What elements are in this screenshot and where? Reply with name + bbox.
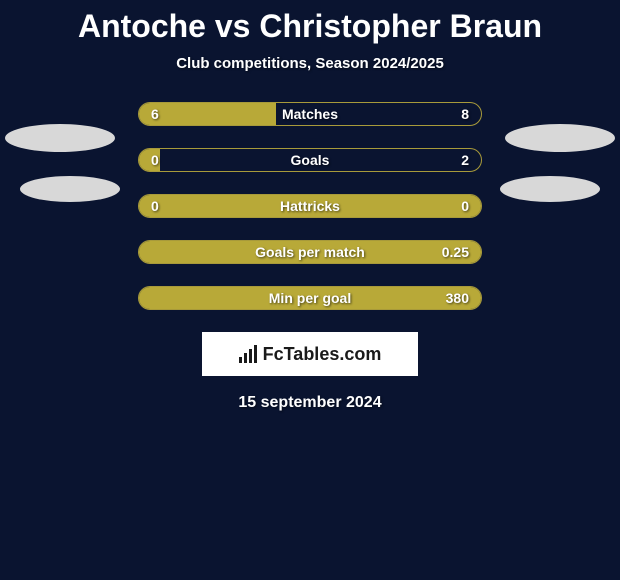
stat-row: 380 Min per goal bbox=[138, 286, 482, 310]
logo: FcTables.com bbox=[239, 344, 382, 365]
date-text: 15 september 2024 bbox=[0, 394, 620, 412]
stat-value-left: 0 bbox=[151, 152, 159, 168]
stat-row: 0 2 Goals bbox=[138, 148, 482, 172]
stat-value-right: 8 bbox=[461, 106, 469, 122]
stat-label: Goals bbox=[291, 152, 330, 168]
bars-wrapper: 6 8 Matches 0 2 Goals 0 0 Hattricks 0.25 Goals per… bbox=[138, 102, 482, 310]
player-right-ellipse-1 bbox=[505, 124, 615, 152]
player-left-ellipse-1 bbox=[5, 124, 115, 152]
logo-box: FcTables.com bbox=[202, 332, 418, 376]
stat-label: Matches bbox=[282, 106, 338, 122]
stat-value-right: 0 bbox=[461, 198, 469, 214]
stat-label: Goals per match bbox=[255, 244, 365, 260]
player-right-ellipse-2 bbox=[500, 176, 600, 202]
stat-row: 0.25 Goals per match bbox=[138, 240, 482, 264]
bar-chart-icon bbox=[239, 345, 257, 363]
comparison-container: 6 8 Matches 0 2 Goals 0 0 Hattricks 0.25 Goals per… bbox=[0, 102, 620, 310]
subtitle: Club competitions, Season 2024/2025 bbox=[0, 55, 620, 72]
stat-value-right: 2 bbox=[461, 152, 469, 168]
bar-left-fill bbox=[139, 103, 276, 125]
stat-label: Min per goal bbox=[269, 290, 351, 306]
stat-value-right: 0.25 bbox=[442, 244, 469, 260]
stat-label: Hattricks bbox=[280, 198, 340, 214]
stat-row: 6 8 Matches bbox=[138, 102, 482, 126]
stat-value-left: 0 bbox=[151, 198, 159, 214]
stat-value-left: 6 bbox=[151, 106, 159, 122]
stat-value-right: 380 bbox=[446, 290, 469, 306]
player-left-ellipse-2 bbox=[20, 176, 120, 202]
page-title: Antoche vs Christopher Braun bbox=[0, 0, 620, 45]
logo-label: FcTables.com bbox=[263, 344, 382, 365]
stat-row: 0 0 Hattricks bbox=[138, 194, 482, 218]
